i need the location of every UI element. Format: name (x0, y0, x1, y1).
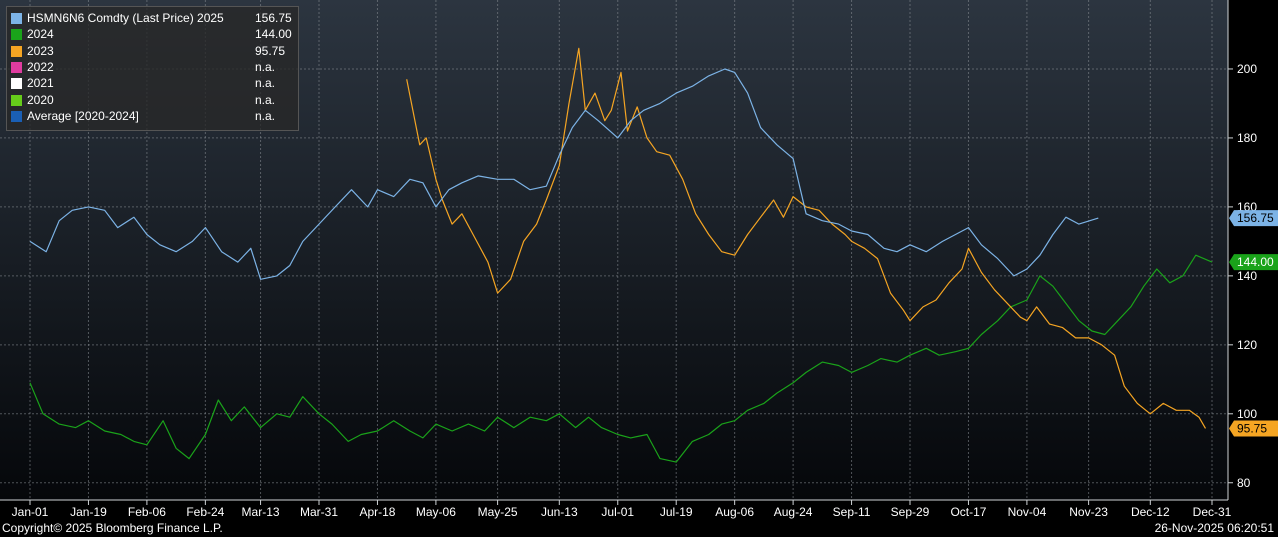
x-tick-label: Mar-13 (242, 505, 280, 519)
legend-series-name: 2024 (27, 27, 54, 42)
y-tick-label: 180 (1237, 131, 1257, 145)
legend-series-value: n.a. (255, 76, 276, 91)
badge-label: 156.75 (1237, 211, 1274, 225)
x-tick-label: Feb-24 (186, 505, 224, 519)
last-value-badge: 95.75 (1229, 420, 1278, 437)
x-tick-label: Dec-12 (1131, 505, 1170, 519)
legend-swatch (11, 13, 22, 24)
x-tick-label: Aug-06 (715, 505, 754, 519)
legend-series-name: 2023 (27, 43, 54, 58)
axis-gutter (1228, 0, 1278, 500)
x-tick-label: May-06 (416, 505, 456, 519)
legend-series-value: n.a. (255, 92, 276, 107)
x-tick-label: Nov-04 (1008, 505, 1047, 519)
x-tick-label: Jan-01 (12, 505, 49, 519)
x-tick-label: May-25 (478, 505, 518, 519)
legend-series-value: n.a. (255, 59, 276, 74)
series-line (29, 254, 1213, 463)
legend-swatch (11, 78, 22, 90)
legend-series-value: 144.00 (255, 27, 292, 42)
x-tick-label: Feb-06 (128, 505, 166, 519)
x-tick-label: Oct-17 (950, 505, 986, 519)
legend-series-name: HSMN6N6 Comdty (Last Price) 2025 (27, 11, 224, 25)
legend-series-value: 156.75 (255, 11, 292, 25)
legend-swatch (11, 45, 22, 57)
y-tick-label: 140 (1237, 269, 1257, 283)
last-value-badges: 156.75 144.00 95.75 (1229, 210, 1278, 437)
x-tick-label: Sep-11 (833, 505, 871, 519)
legend-series-name: Average [2020-2024] (27, 108, 139, 123)
series-line (29, 68, 1099, 280)
x-tick-label: Dec-31 (1193, 505, 1232, 519)
badge-label: 144.00 (1237, 255, 1274, 269)
series-lines (29, 47, 1213, 463)
x-tick-label: Aug-24 (774, 505, 813, 519)
legend-series-value: 95.75 (255, 43, 286, 58)
legend-swatch (11, 110, 22, 122)
x-tick-label: Mar-31 (300, 505, 338, 519)
y-tick-label: 80 (1237, 476, 1251, 490)
copyright-text: Copyright© 2025 Bloomberg Finance L.P. (2, 521, 223, 535)
x-tick-label: Apr-18 (359, 505, 395, 519)
y-tick-label: 200 (1237, 62, 1257, 76)
x-tick-label: Nov-23 (1069, 505, 1108, 519)
badge-label: 95.75 (1237, 421, 1267, 435)
badge-shape (1229, 420, 1278, 437)
x-tick-label: Jul-19 (660, 505, 693, 519)
legend-swatch (11, 94, 22, 106)
badge-shape (1229, 254, 1278, 271)
legend-swatch (11, 61, 22, 73)
legend-series-name: 2020 (27, 92, 54, 107)
timestamp-text: 26-Nov-2025 06:20:51 (1154, 521, 1274, 535)
last-value-badge: 144.00 (1229, 254, 1278, 271)
legend-swatch (11, 29, 22, 41)
x-tick-label: Jan-19 (70, 505, 107, 519)
legend-series-name: 2021 (27, 76, 54, 91)
last-value-badge: 156.75 (1229, 210, 1278, 227)
x-tick-label: Sep-29 (891, 505, 930, 519)
legend-series-value: n.a. (255, 108, 276, 123)
y-tick-label: 120 (1237, 338, 1257, 352)
x-tick-label: Jul-01 (601, 505, 634, 519)
badge-shape (1229, 210, 1278, 227)
x-tick-label: Jun-13 (541, 505, 578, 519)
grid (0, 0, 1228, 500)
legend: HSMN6N6 Comdty (Last Price) 2025 156.75 20… (6, 6, 299, 131)
y-tick-label: 100 (1237, 407, 1257, 421)
series-line (406, 47, 1207, 429)
legend-series-name: 2022 (27, 59, 54, 74)
